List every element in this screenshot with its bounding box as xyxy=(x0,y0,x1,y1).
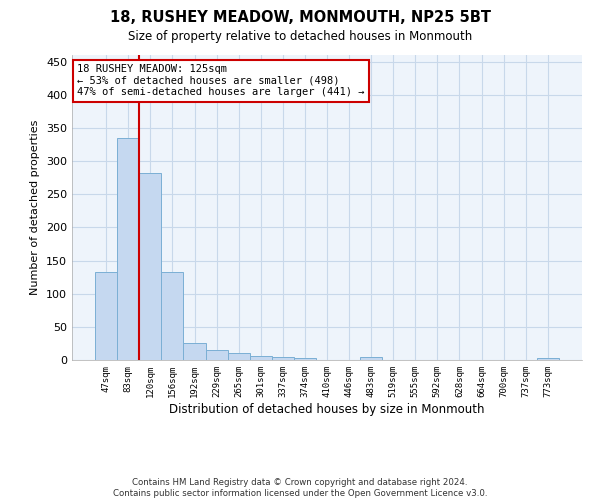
Bar xyxy=(294,358,316,360)
Y-axis label: Number of detached properties: Number of detached properties xyxy=(31,120,40,295)
Bar xyxy=(250,356,272,360)
Bar xyxy=(95,272,117,360)
Text: 18, RUSHEY MEADOW, MONMOUTH, NP25 5BT: 18, RUSHEY MEADOW, MONMOUTH, NP25 5BT xyxy=(110,10,491,25)
Bar xyxy=(206,350,227,360)
Bar xyxy=(117,138,139,360)
Text: 18 RUSHEY MEADOW: 125sqm
← 53% of detached houses are smaller (498)
47% of semi-: 18 RUSHEY MEADOW: 125sqm ← 53% of detach… xyxy=(77,64,365,98)
Bar xyxy=(227,354,250,360)
Text: Size of property relative to detached houses in Monmouth: Size of property relative to detached ho… xyxy=(128,30,472,43)
Bar xyxy=(360,358,382,360)
Bar xyxy=(537,358,559,360)
X-axis label: Distribution of detached houses by size in Monmouth: Distribution of detached houses by size … xyxy=(169,402,485,415)
Bar xyxy=(161,272,184,360)
Bar xyxy=(184,343,206,360)
Text: Contains HM Land Registry data © Crown copyright and database right 2024.
Contai: Contains HM Land Registry data © Crown c… xyxy=(113,478,487,498)
Bar xyxy=(272,356,294,360)
Bar xyxy=(139,173,161,360)
